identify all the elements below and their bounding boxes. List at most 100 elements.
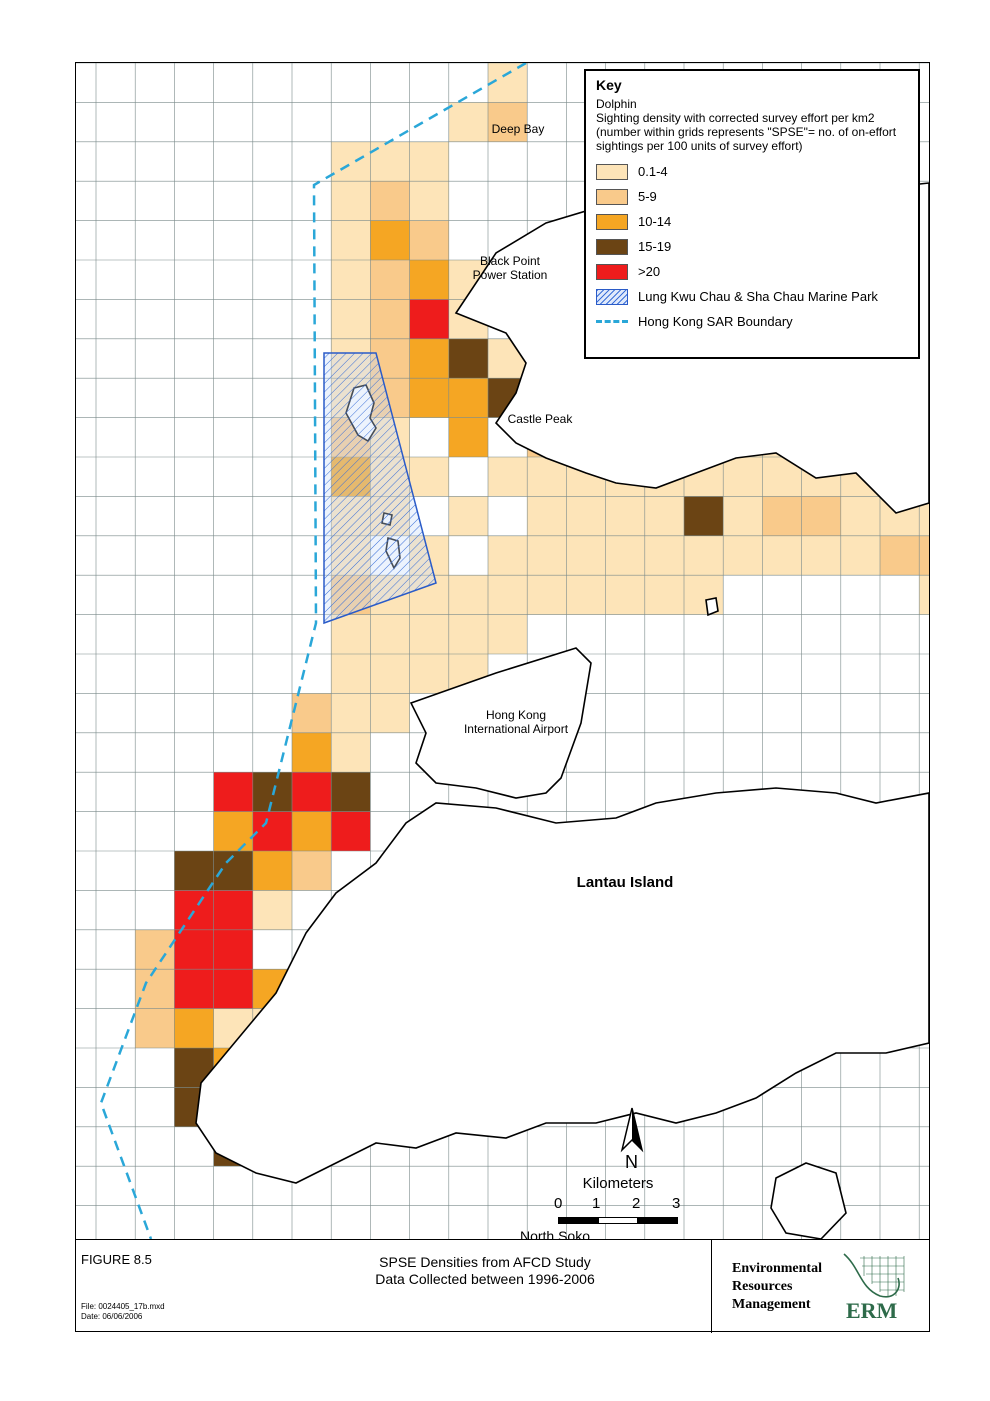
figure-title-line2: Data Collected between 1996-2006 [375, 1271, 595, 1287]
density-cell [252, 772, 292, 812]
file-info: File: 0024405_17b.mxd Date: 06/06/2006 [81, 1302, 165, 1322]
legend-class-4: >20 [596, 259, 908, 284]
dash-swatch [596, 320, 628, 323]
label-deep-bay: Deep Bay [491, 122, 545, 136]
figure-frame [75, 62, 930, 1332]
density-cell [135, 1008, 175, 1048]
density-cell [370, 260, 410, 300]
company-name: Environmental Resources Management [732, 1260, 822, 1314]
legend-marine-park: Lung Kwu Chau & Sha Chau Marine Park [596, 284, 908, 309]
airport-island [409, 647, 592, 799]
density-cell [448, 378, 488, 418]
density-cell [919, 496, 929, 536]
label-black-point: Black Point Power Station [472, 254, 548, 282]
density-cell [605, 496, 645, 536]
density-cell [566, 575, 606, 615]
label-airport: Hong Kong International Airport [463, 708, 569, 736]
density-cell [331, 811, 371, 851]
legend-class-label: 15-19 [638, 239, 672, 254]
density-cell [213, 772, 253, 812]
figure-title: SPSE Densities from AFCD Study Data Coll… [265, 1254, 705, 1288]
scale-tick-0: 0 [554, 1195, 563, 1212]
density-cell [370, 693, 410, 733]
legend-swatch [596, 238, 628, 255]
density-cell [409, 181, 449, 221]
density-cell [723, 457, 763, 497]
density-cell [370, 614, 410, 654]
legend-swatch [596, 163, 628, 180]
density-cell [684, 535, 724, 576]
density-cell [331, 732, 371, 773]
density-cell [801, 535, 841, 576]
density-cell [409, 654, 449, 694]
density-cell [527, 496, 567, 536]
density-cell [135, 929, 175, 970]
density-cell [174, 1008, 214, 1048]
scale-bar: Kilometers 0 1 2 3 [548, 1175, 688, 1235]
legend-swatch [596, 188, 628, 205]
density-cell [213, 890, 253, 930]
legend-class-label: 5-9 [638, 189, 657, 204]
density-cell [174, 851, 214, 891]
scale-tick-1: 1 [592, 1195, 601, 1212]
legend-class-1: 5-9 [596, 184, 908, 209]
density-cell [409, 299, 449, 339]
legend-description: Sighting density with corrected survey e… [596, 111, 897, 153]
company-line1: Environmental [732, 1261, 822, 1276]
density-cell [331, 141, 371, 182]
density-cell [409, 260, 449, 300]
density-cell [840, 496, 880, 536]
density-cell [448, 614, 488, 654]
density-cell [448, 575, 488, 615]
density-cell [292, 851, 332, 891]
scale-seg-3 [638, 1217, 678, 1224]
density-cell [213, 969, 253, 1009]
logo-text: ERM [846, 1298, 898, 1323]
density-cell [292, 772, 332, 812]
density-cell [409, 338, 449, 379]
density-cell [174, 890, 214, 930]
density-cell [252, 851, 292, 891]
density-cell [292, 693, 332, 733]
lantau-island [195, 787, 929, 1184]
density-cell [644, 535, 684, 576]
density-cell [880, 535, 920, 576]
legend-class-2: 10-14 [596, 209, 908, 234]
marine-park [323, 352, 437, 625]
density-cell [213, 929, 253, 970]
density-cell [409, 141, 449, 182]
legend-class-label: 10-14 [638, 214, 672, 229]
density-cell [448, 417, 488, 457]
density-cell [331, 614, 371, 654]
density-cell [370, 181, 410, 221]
legend-title: Key [596, 77, 622, 93]
density-cell [488, 614, 528, 654]
density-cell [331, 693, 371, 733]
density-cell [409, 614, 449, 654]
density-cell [488, 63, 528, 103]
erm-logo-icon [843, 1253, 905, 1298]
density-cell [527, 535, 567, 576]
density-cell [488, 457, 528, 497]
north-arrow-icon [620, 1107, 644, 1153]
density-cell [448, 496, 488, 536]
density-cell [135, 969, 175, 1009]
company-line2: Resources [732, 1279, 793, 1294]
legend-class-0: 0.1-4 [596, 159, 908, 184]
legend-subtitle: Dolphin [596, 97, 637, 111]
legend-swatch [596, 263, 628, 280]
density-cell [174, 929, 214, 970]
density-cell [644, 575, 684, 615]
scale-title: Kilometers [582, 1175, 654, 1192]
density-cell [331, 654, 371, 694]
scale-tick-2: 2 [632, 1195, 641, 1212]
density-cell [684, 496, 724, 536]
density-cell [331, 772, 371, 812]
density-cell [331, 181, 371, 221]
density-cell [370, 220, 410, 260]
density-cell [370, 141, 410, 182]
file-name: File: 0024405_17b.mxd [81, 1302, 165, 1311]
density-cell [527, 575, 567, 615]
legend-boundary: Hong Kong SAR Boundary [596, 309, 908, 334]
legend-classes: 0.1-4 5-9 10-14 15-19 >20 [596, 159, 908, 284]
